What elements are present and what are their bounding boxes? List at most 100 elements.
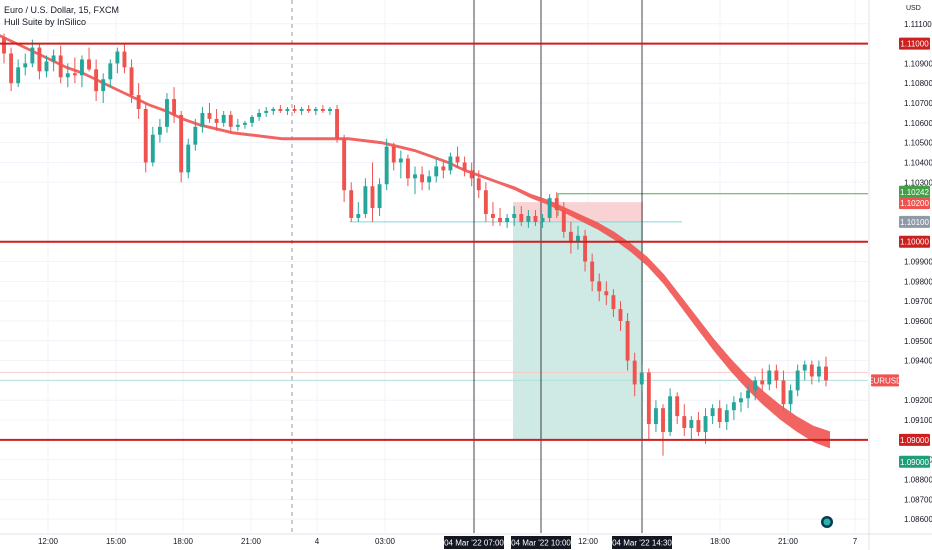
price-tag-bg bbox=[899, 185, 930, 198]
y-tick-label: 1.09900 bbox=[904, 258, 932, 267]
price-tag-bg bbox=[899, 235, 930, 248]
price-tag-label: 1.10000 bbox=[900, 238, 929, 247]
candle bbox=[625, 313, 630, 371]
candle bbox=[94, 59, 99, 102]
candle-body bbox=[661, 408, 665, 432]
candle bbox=[16, 59, 21, 88]
price-tag-bg bbox=[899, 433, 930, 446]
time-axis[interactable]: 12:00 15:00 18:00 21:00 4 03:00 12:00 18:00 21:0… bbox=[38, 536, 858, 549]
candle bbox=[710, 404, 715, 425]
time-marker-label: 04 Mar '22 10:00 bbox=[511, 536, 571, 549]
candle bbox=[2, 33, 6, 64]
candle-body bbox=[207, 112, 212, 119]
price-axis[interactable]: 1.11100 1.10900 1.10800 1.10700 1.10600 1.105… bbox=[904, 20, 932, 524]
watermark-icon bbox=[821, 516, 833, 528]
candle-body bbox=[604, 291, 609, 296]
candle bbox=[434, 158, 439, 183]
candle-body bbox=[597, 281, 602, 292]
candle bbox=[186, 138, 191, 179]
candle-body bbox=[228, 114, 233, 127]
candle bbox=[441, 160, 446, 179]
candle bbox=[349, 182, 354, 222]
candle-body bbox=[129, 67, 134, 96]
candle bbox=[200, 106, 205, 133]
candle-body bbox=[639, 372, 644, 385]
candle-body bbox=[568, 231, 573, 242]
candle bbox=[661, 404, 665, 456]
price-tag-label: 1.09000 bbox=[900, 436, 929, 445]
candle-body bbox=[391, 146, 396, 163]
x-tick-label: 12:00 bbox=[38, 537, 59, 546]
symbol-title[interactable]: Euro / U.S. Dollar, 15, FXCM bbox=[4, 5, 120, 15]
candle bbox=[824, 356, 828, 387]
horizontal-levels bbox=[0, 42, 868, 441]
candle-body bbox=[9, 53, 14, 84]
candle-body bbox=[313, 108, 318, 111]
candle-body bbox=[781, 380, 786, 405]
candle bbox=[604, 281, 609, 306]
candle bbox=[639, 364, 644, 391]
candle-body bbox=[760, 380, 765, 385]
y-tick-label: 1.09500 bbox=[904, 337, 932, 346]
indicator-title[interactable]: Hull Suite by InSilico bbox=[4, 17, 87, 27]
candle-body bbox=[299, 108, 304, 111]
price-tag-bg bbox=[899, 215, 930, 228]
price-tag-label: 1.10200 bbox=[900, 199, 929, 208]
candle bbox=[717, 400, 722, 428]
y-tick-label: 1.11100 bbox=[904, 20, 932, 29]
candle-body bbox=[328, 108, 332, 111]
candle-body bbox=[79, 59, 84, 76]
candle bbox=[356, 202, 361, 222]
price-tag-bg bbox=[899, 455, 930, 468]
y-tick-label: 1.08800 bbox=[904, 476, 932, 485]
candle-body bbox=[94, 69, 99, 92]
candle-body bbox=[193, 126, 198, 145]
price-tag: 1.10000 bbox=[899, 235, 930, 248]
candle-body bbox=[356, 213, 361, 218]
candle-body bbox=[703, 416, 708, 432]
candle-body bbox=[23, 63, 28, 68]
candle-body bbox=[505, 217, 510, 222]
candle bbox=[512, 206, 517, 226]
x-tick-label: 21:00 bbox=[241, 537, 262, 546]
candle bbox=[228, 110, 233, 133]
candle bbox=[313, 106, 318, 115]
candle bbox=[179, 110, 184, 183]
price-tag: 1.10200 bbox=[899, 197, 930, 210]
candle-body bbox=[547, 198, 552, 218]
candle bbox=[795, 364, 800, 397]
candle-body bbox=[242, 122, 247, 125]
candle bbox=[788, 384, 793, 413]
candle bbox=[79, 55, 84, 88]
candle-body bbox=[405, 158, 410, 179]
candle-body bbox=[335, 108, 340, 139]
candle bbox=[455, 146, 460, 169]
candle bbox=[682, 404, 687, 436]
candle bbox=[405, 154, 410, 187]
x-tick-label: 18:00 bbox=[173, 537, 194, 546]
candle bbox=[767, 364, 772, 391]
candle-body bbox=[115, 51, 120, 64]
candle bbox=[526, 210, 531, 228]
candle-body bbox=[250, 116, 254, 123]
time-marker-text: 04 Mar '22 14:30 bbox=[612, 539, 672, 548]
candle-body bbox=[498, 217, 502, 222]
y-tick-label: 1.09800 bbox=[904, 277, 932, 286]
price-tag-bg bbox=[899, 197, 930, 210]
x-tick-label: 03:00 bbox=[375, 537, 396, 546]
stop-loss-zone bbox=[513, 202, 643, 222]
candle-body bbox=[809, 364, 814, 377]
candle-body bbox=[512, 213, 517, 218]
candle bbox=[490, 202, 495, 226]
candle bbox=[462, 156, 467, 177]
candle bbox=[696, 412, 701, 436]
candle-body bbox=[165, 99, 169, 127]
candle-body bbox=[278, 108, 283, 111]
candle-body bbox=[214, 118, 219, 123]
candle bbox=[576, 225, 580, 250]
candle bbox=[774, 364, 779, 389]
candle bbox=[413, 166, 417, 195]
candle bbox=[363, 178, 368, 218]
candle-body bbox=[696, 420, 701, 432]
